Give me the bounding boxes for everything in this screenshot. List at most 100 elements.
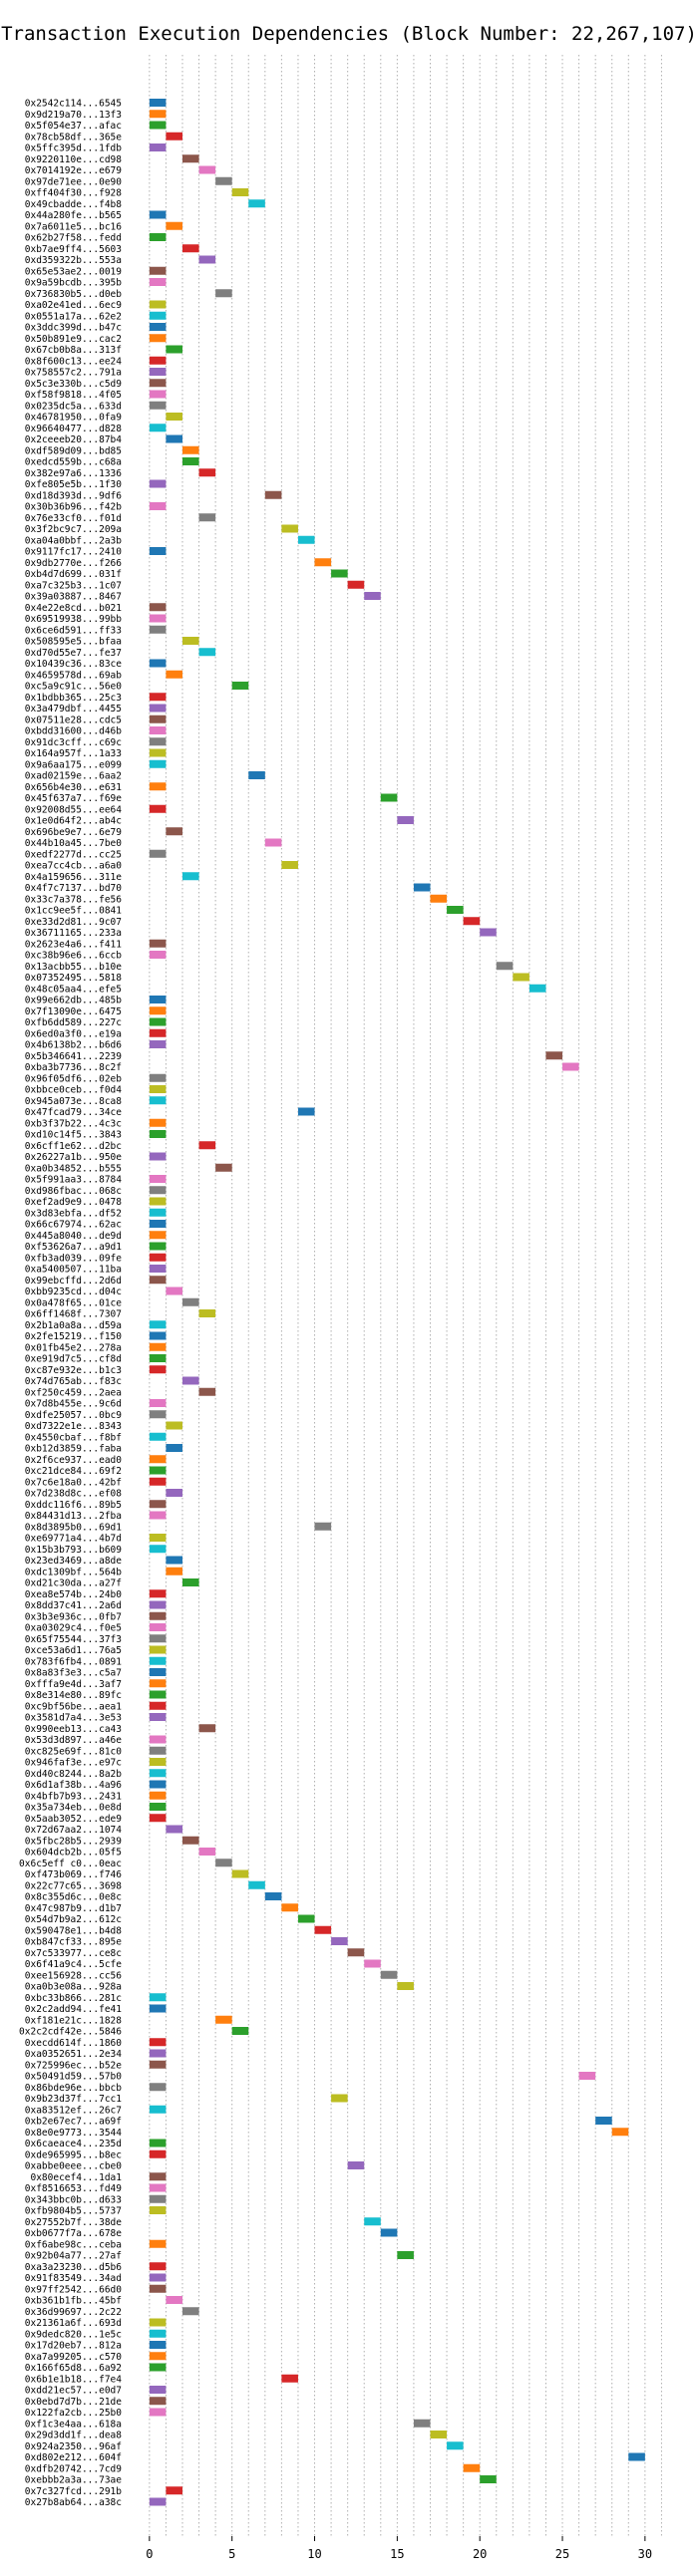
tx-bar (347, 2161, 365, 2169)
tx-hash-label: 0x990eeb13...ca43 (25, 1724, 122, 1735)
tx-bar (149, 1791, 167, 1800)
tx-hash-label: 0x7c6e18a0...42bf (25, 1477, 122, 1488)
tx-bar (463, 917, 481, 926)
tx-hash-label: 0x656b4e30...e631 (25, 782, 123, 793)
tx-bar (149, 1040, 167, 1048)
tx-bar (149, 1073, 167, 1082)
tx-hash-label: 0x758557c2...791a (25, 368, 122, 379)
tx-hash-label: 0x10439c36...83ce (25, 659, 123, 670)
tx-hash-label: 0xd21c30da...a27f (25, 1578, 122, 1589)
tx-hash-label: 0x1bdbb365...25c3 (25, 693, 122, 704)
tx-hash-label: 0x9220110e...cd98 (25, 154, 123, 165)
tx-hash-label: 0xb4d7d699...031f (25, 569, 122, 580)
tx-bar (149, 210, 167, 219)
tx-hash-label: 0x445a8040...de9d (25, 1231, 122, 1242)
tx-bar (149, 2284, 167, 2293)
tx-bar (149, 1265, 167, 1273)
x-tick-label: 15 (390, 2547, 404, 2561)
tx-bar (149, 1152, 167, 1161)
tx-bar (149, 1690, 167, 1699)
tx-hash-label: 0x9dedc820...1e5c (25, 2329, 122, 2340)
tx-hash-label: 0xd10c14f5...3843 (25, 1130, 122, 1141)
tx-hash-label: 0xfe805e5b...1f30 (25, 479, 123, 490)
tx-hash-label: 0x4659578d...69ab (25, 670, 123, 681)
tx-hash-label: 0x35a734eb...0e8d (25, 1803, 122, 1814)
tx-bar (149, 2149, 167, 2158)
tx-hash-label: 0x99e662db...485b (25, 996, 123, 1006)
tx-bar (149, 603, 167, 612)
tx-bar (149, 1477, 167, 1486)
tx-hash-label: 0xabbe0eee...cbe0 (25, 2161, 123, 2172)
tx-hash-label: 0x9a6aa175...e099 (25, 759, 123, 770)
tx-bar (149, 1006, 167, 1015)
tx-bar (198, 1309, 216, 1317)
tx-bar (149, 1589, 167, 1598)
tx-hash-label: 0xa5400507...11ba (25, 1265, 122, 1276)
tx-hash-label: 0x13acbb55...b10e (25, 962, 123, 973)
tx-bar (149, 1534, 167, 1542)
tx-bar (149, 1645, 167, 1654)
tx-hash-label: 0x0ebd7d7b...21de (25, 2397, 123, 2408)
tx-bar (149, 1220, 167, 1228)
tx-bar (215, 176, 232, 185)
tx-hash-label: 0x2f6ce937...ead0 (25, 1455, 123, 1466)
tx-bar (198, 513, 216, 522)
tx-hash-label: 0x23ed3469...a8de (25, 1556, 123, 1567)
tx-hash-label: 0x4b6138b2...b6d6 (25, 1040, 123, 1051)
tx-bar (149, 1242, 167, 1251)
tx-bar (181, 457, 199, 465)
tx-bar (181, 637, 199, 645)
tx-hash-label: 0x72d67aa2...1074 (25, 1825, 123, 1836)
tx-bar (166, 1489, 182, 1497)
tx-hash-label: 0x66c67974...62ac (25, 1220, 122, 1231)
tx-bar (149, 1623, 167, 1631)
tx-hash-label: 0x6f41a9c4...5cfe (25, 1959, 123, 1970)
tx-bar (149, 1175, 167, 1183)
tx-hash-label: 0x47c987b9...d1b7 (25, 1903, 122, 1914)
tx-bar (380, 1970, 398, 1979)
tx-hash-label: 0x6ed0a3f0...e19a (25, 1028, 122, 1039)
tx-hash-label: 0xa3a23230...d5b6 (25, 2262, 123, 2273)
tx-hash-label: 0x6ff1468f...7307 (25, 1309, 122, 1320)
tx-hash-label: 0xd7322e1e...8343 (25, 1421, 122, 1432)
tx-hash-label: 0x22c77c65...3698 (25, 1880, 123, 1891)
tx-bar (149, 804, 167, 813)
tx-bar (149, 625, 167, 634)
tx-hash-label: 0x8d3895b0...69d1 (25, 1522, 123, 1533)
tx-hash-label: 0x54d7b9a2...612c (25, 1914, 122, 1925)
tx-hash-label: 0x3f2bc9c7...209a (25, 524, 122, 535)
tx-hash-label: 0x45f637a7...f69e (25, 793, 123, 804)
tx-hash-label: 0x783f6fb4...0891 (25, 1656, 123, 1667)
tx-hash-label: 0x2fe15219...f150 (25, 1331, 123, 1342)
tx-hash-label: 0x122fa2cb...25b0 (25, 2408, 123, 2419)
tx-hash-label: 0xf58f9818...4f05 (25, 390, 122, 401)
tx-hash-label: 0x4550cbaf...f8bf (25, 1432, 122, 1443)
tx-bar (198, 1387, 216, 1396)
tx-hash-label: 0x99ebcffd...2d6d (25, 1276, 122, 1287)
tx-bar (149, 939, 167, 948)
tx-hash-label: 0x164a957f...1a33 (25, 748, 122, 759)
tx-bar (149, 2183, 167, 2192)
tx-bar (181, 1578, 199, 1586)
tx-hash-label: 0x4bfb7b93...2431 (25, 1791, 123, 1802)
tx-bar (166, 1556, 182, 1565)
tx-hash-label: 0xd986fbac...068c (25, 1186, 122, 1197)
tx-bar (364, 2217, 381, 2226)
tx-hash-label: 0x9b23d37f...7cc1 (25, 2094, 123, 2105)
tx-bar (545, 1051, 563, 1060)
tx-hash-label: 0x8c355d6c...0e8c (25, 1892, 122, 1903)
tx-hash-label: 0xba3b7736...8c2f (25, 1062, 122, 1073)
tx-hash-label: 0x1e0d64f2...ab4c (25, 816, 122, 827)
tx-bar (198, 468, 216, 477)
tx-bar (480, 2475, 497, 2483)
tx-bar (281, 1903, 298, 1912)
tx-hash-label: 0xecdd614f...1860 (25, 2038, 123, 2049)
tx-bar (198, 1848, 216, 1856)
tx-bar (149, 1208, 167, 1217)
tx-hash-label: 0xc21dce84...69f2 (25, 1466, 122, 1477)
tx-hash-label: 0x6d1af38b...4a96 (25, 1780, 123, 1791)
tx-hash-label: 0xb0677f7a...678e (25, 2228, 123, 2239)
tx-bar (181, 244, 199, 253)
tx-hash-label: 0x50491d59...57b0 (25, 2072, 123, 2083)
